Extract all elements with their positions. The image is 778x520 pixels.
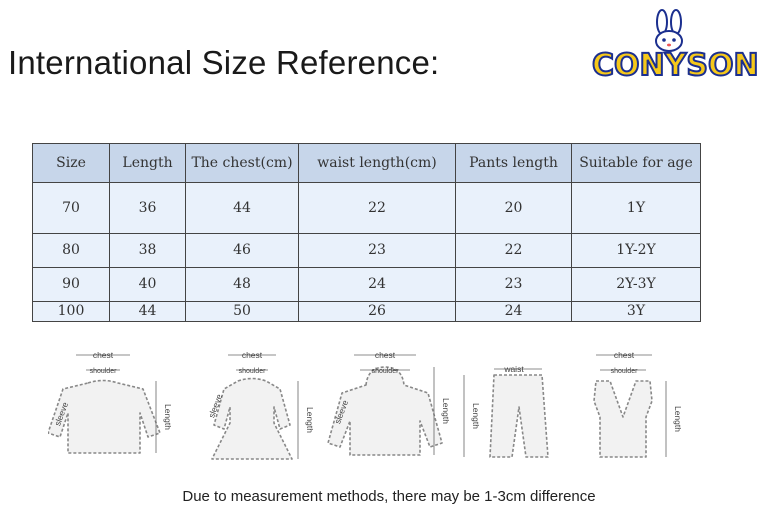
cell-chest: 48 — [185, 267, 299, 302]
cell-length: 44 — [109, 301, 186, 322]
chest-label: chest — [375, 350, 396, 360]
header-pants-length: Pants length — [455, 143, 572, 183]
cell-pants: 24 — [455, 301, 572, 322]
cell-age: 2Y-3Y — [571, 267, 701, 302]
table-row: 100 44 50 26 24 3Y — [32, 301, 701, 322]
dress-icon — [211, 377, 293, 460]
cell-pants: 20 — [455, 182, 572, 234]
table-row: 70 36 44 22 20 1Y — [32, 182, 701, 234]
cell-chest: 50 — [185, 301, 299, 322]
pants-icon — [489, 374, 549, 458]
header-length: Length — [109, 143, 186, 183]
cell-waist: 24 — [298, 267, 456, 302]
bunny-icon — [655, 9, 683, 52]
cell-age: 1Y — [571, 182, 701, 234]
vest-icon — [593, 380, 653, 458]
chest-label: chest — [93, 350, 114, 360]
header-suitable-age: Suitable for age — [571, 143, 701, 183]
cell-age: 3Y — [571, 301, 701, 322]
shoulder-label: shoulder — [239, 368, 267, 375]
header-chest: The chest(cm) — [185, 143, 299, 183]
length-label: Length — [163, 404, 173, 430]
chest-label: chest — [614, 350, 635, 360]
size-table: Size Length The chest(cm) waist length(c… — [32, 143, 701, 322]
cell-chest: 46 — [185, 233, 299, 268]
waist-label: waist — [503, 364, 524, 374]
length-label: Length — [441, 398, 451, 424]
cell-size: 70 — [32, 182, 110, 234]
shoulder-label: shoulder — [611, 368, 639, 375]
brand-name: CONYSON — [591, 47, 760, 84]
cell-pants: 22 — [455, 233, 572, 268]
length-label: Length — [673, 406, 683, 432]
table-header-row: Size Length The chest(cm) waist length(c… — [32, 143, 701, 183]
chest-label: chest — [242, 350, 263, 360]
cell-pants: 23 — [455, 267, 572, 302]
length-label: Length — [471, 403, 481, 429]
cell-size: 100 — [32, 301, 110, 322]
length-label: Length — [305, 407, 315, 433]
brand-logo: CONYSON — [591, 8, 760, 90]
measurement-diagrams: chest shoulder chest shoulder chest shou… — [48, 350, 683, 460]
cell-chest: 44 — [185, 182, 299, 234]
cell-waist: 22 — [298, 182, 456, 234]
cell-size: 80 — [32, 233, 110, 268]
cell-length: 38 — [109, 233, 186, 268]
measurement-note: Due to measurement methods, there may be… — [182, 488, 596, 505]
cell-waist: 26 — [298, 301, 456, 322]
sweatshirt-icon — [48, 379, 161, 454]
page-title: International Size Reference: — [8, 44, 440, 81]
shoulder-label: shoulder — [372, 368, 400, 375]
table-row: 90 40 48 24 23 2Y-3Y — [32, 267, 701, 302]
header-waist-length: waist length(cm) — [298, 143, 456, 183]
shoulder-label: shoulder — [90, 368, 118, 375]
cell-length: 40 — [109, 267, 186, 302]
header-size: Size — [32, 143, 110, 183]
cell-age: 1Y-2Y — [571, 233, 701, 268]
cell-length: 36 — [109, 182, 186, 234]
hooded-jacket-icon — [327, 366, 443, 456]
table-row: 80 38 46 23 22 1Y-2Y — [32, 233, 701, 268]
cell-size: 90 — [32, 267, 110, 302]
cell-waist: 23 — [298, 233, 456, 268]
